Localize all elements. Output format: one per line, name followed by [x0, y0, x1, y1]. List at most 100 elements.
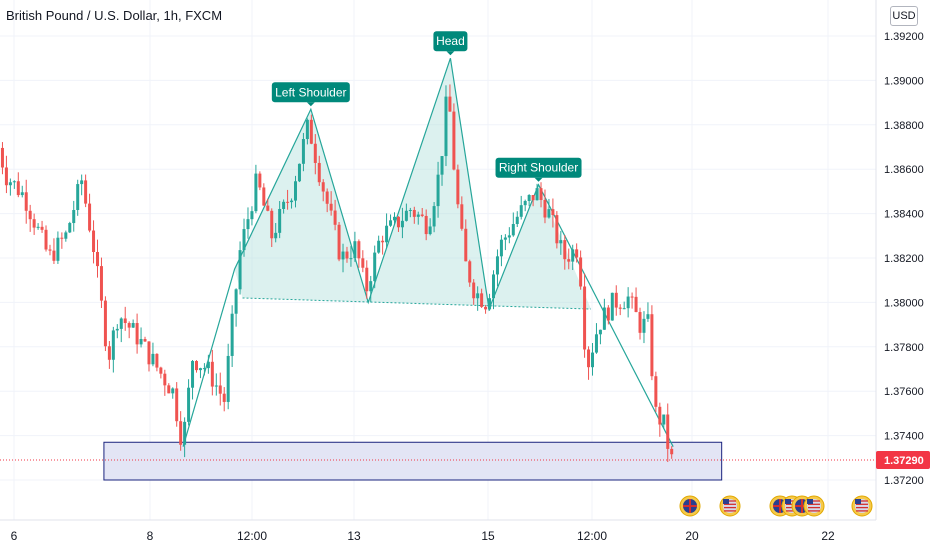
candle [309, 114, 313, 145]
candle [214, 373, 218, 396]
candle [32, 213, 36, 235]
candle [274, 222, 278, 243]
candle [658, 402, 662, 437]
candle [602, 298, 606, 330]
candle-body [191, 361, 195, 388]
candle [286, 189, 290, 210]
candle-body [492, 274, 495, 299]
candle-body [598, 329, 602, 335]
candle [424, 209, 428, 241]
candle [123, 306, 127, 331]
pattern-label[interactable]: Head [433, 31, 468, 56]
candle [99, 257, 103, 308]
candle [337, 221, 341, 262]
candle [492, 270, 495, 310]
candle-body [373, 252, 377, 282]
candle-body [76, 184, 80, 210]
pattern-line[interactable] [182, 58, 674, 447]
candle [218, 372, 222, 406]
pattern-label-bg [271, 82, 350, 103]
flag-gb-icon[interactable] [679, 495, 701, 517]
candle-body [313, 143, 317, 163]
candle [210, 349, 214, 396]
candle [242, 218, 246, 257]
candle [147, 341, 151, 372]
flag-us-icon[interactable] [719, 495, 741, 517]
price-axis[interactable]: 1.37200 1.37400 1.37600 1.37800 1.38000 1.382… [875, 0, 930, 520]
candle-body [480, 293, 484, 307]
candle [468, 259, 472, 287]
candle [36, 223, 40, 230]
candle [444, 85, 448, 167]
candle [139, 327, 143, 348]
candle-body [377, 240, 381, 253]
candle-body [44, 229, 48, 250]
candle [198, 367, 202, 379]
candle [103, 296, 107, 352]
candle [547, 198, 551, 219]
currency-button[interactable]: USD [890, 6, 918, 26]
candle-body [226, 355, 230, 402]
candle-body [198, 368, 202, 371]
time-axis[interactable]: 6 8 12:00 13 15 12:00 20 22 [0, 519, 876, 543]
candle-body [32, 219, 36, 228]
candle-body [139, 339, 143, 345]
candle-body [365, 267, 369, 292]
candle-body [349, 258, 353, 260]
candle [135, 313, 139, 354]
candle [246, 207, 250, 239]
candle-body [594, 334, 598, 353]
pattern-label-text: Head [436, 34, 465, 48]
candle-body [345, 251, 349, 259]
candle [527, 194, 531, 207]
candle [480, 288, 484, 308]
y-tick-label: 1.38400 [884, 209, 924, 221]
candle-body [294, 181, 297, 201]
candle [80, 174, 84, 196]
candle [408, 207, 412, 218]
pattern-label[interactable]: Left Shoulder [271, 82, 350, 107]
candle [440, 156, 444, 186]
candle [531, 195, 535, 207]
candle [642, 311, 646, 344]
candle-body [210, 361, 214, 387]
candle-body [567, 259, 571, 262]
candle-body [531, 195, 535, 201]
candle [428, 218, 432, 236]
candle-body [539, 188, 543, 201]
candle-body [626, 296, 630, 309]
candle [381, 235, 385, 255]
candle-body [305, 119, 309, 140]
candle-body [357, 241, 361, 259]
candle-body [428, 226, 432, 235]
candle-body [333, 210, 337, 225]
candle-body [309, 119, 313, 144]
candle-body [499, 239, 503, 257]
pattern-label[interactable]: Right Shoulder [495, 157, 582, 182]
candle-body [622, 308, 626, 310]
flag-us-icon[interactable] [803, 495, 825, 517]
candle [107, 341, 111, 369]
candle-body [195, 361, 198, 371]
candle [614, 285, 618, 316]
candle-body [341, 251, 345, 260]
candle-body [408, 209, 412, 211]
candle-body [92, 230, 96, 252]
candle-body [389, 220, 393, 226]
candle-body [68, 223, 72, 233]
candle-body [135, 323, 139, 345]
candle [64, 230, 68, 242]
flag-us-icon[interactable] [851, 495, 873, 517]
candle-body [543, 200, 547, 218]
candle [654, 371, 658, 412]
support-zone[interactable] [103, 441, 723, 481]
candle-body [602, 307, 606, 330]
candle-body [159, 367, 163, 374]
candle [666, 403, 670, 463]
candle-body [361, 258, 365, 268]
candle-body [115, 328, 119, 331]
candle [16, 172, 20, 198]
candle [476, 286, 480, 311]
candle [294, 175, 297, 208]
